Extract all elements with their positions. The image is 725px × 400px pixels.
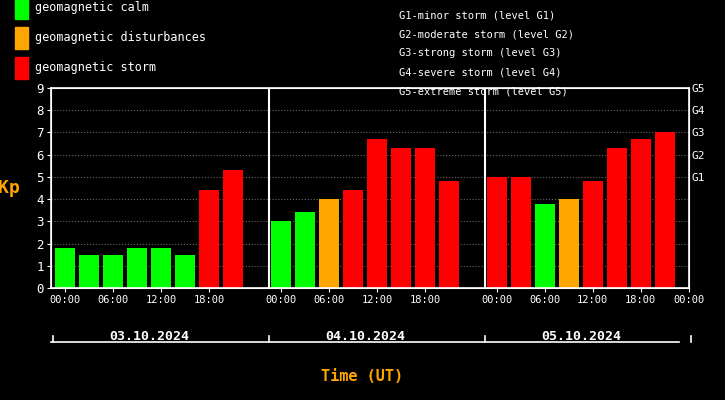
- Bar: [583, 181, 603, 288]
- Text: G2-moderate storm (level G2): G2-moderate storm (level G2): [399, 29, 573, 39]
- Text: G5-extreme storm (level G5): G5-extreme storm (level G5): [399, 87, 568, 97]
- Text: 03.10.2024: 03.10.2024: [109, 330, 189, 343]
- Text: geomagnetic storm: geomagnetic storm: [35, 62, 156, 74]
- Bar: [319, 199, 339, 288]
- Bar: [103, 255, 123, 288]
- Bar: [486, 177, 507, 288]
- Bar: [510, 177, 531, 288]
- Bar: [55, 248, 75, 288]
- Bar: [655, 132, 675, 288]
- Text: Time (UT): Time (UT): [321, 369, 404, 384]
- Bar: [391, 148, 411, 288]
- Text: 04.10.2024: 04.10.2024: [325, 330, 405, 343]
- Bar: [79, 255, 99, 288]
- Text: 05.10.2024: 05.10.2024: [541, 330, 621, 343]
- Bar: [175, 255, 195, 288]
- Bar: [534, 204, 555, 288]
- Bar: [199, 190, 219, 288]
- Bar: [151, 248, 171, 288]
- Bar: [271, 221, 291, 288]
- Bar: [631, 139, 651, 288]
- Text: geomagnetic calm: geomagnetic calm: [35, 2, 149, 14]
- Bar: [439, 181, 459, 288]
- Bar: [343, 190, 363, 288]
- Text: G3-strong storm (level G3): G3-strong storm (level G3): [399, 48, 561, 58]
- Bar: [415, 148, 435, 288]
- Bar: [127, 248, 147, 288]
- Text: G4-severe storm (level G4): G4-severe storm (level G4): [399, 68, 561, 78]
- Text: Kp: Kp: [0, 179, 20, 197]
- Bar: [223, 170, 243, 288]
- Text: G1-minor storm (level G1): G1-minor storm (level G1): [399, 10, 555, 20]
- Bar: [295, 212, 315, 288]
- Text: geomagnetic disturbances: geomagnetic disturbances: [35, 32, 206, 44]
- Bar: [559, 199, 579, 288]
- Bar: [607, 148, 627, 288]
- Bar: [367, 139, 387, 288]
